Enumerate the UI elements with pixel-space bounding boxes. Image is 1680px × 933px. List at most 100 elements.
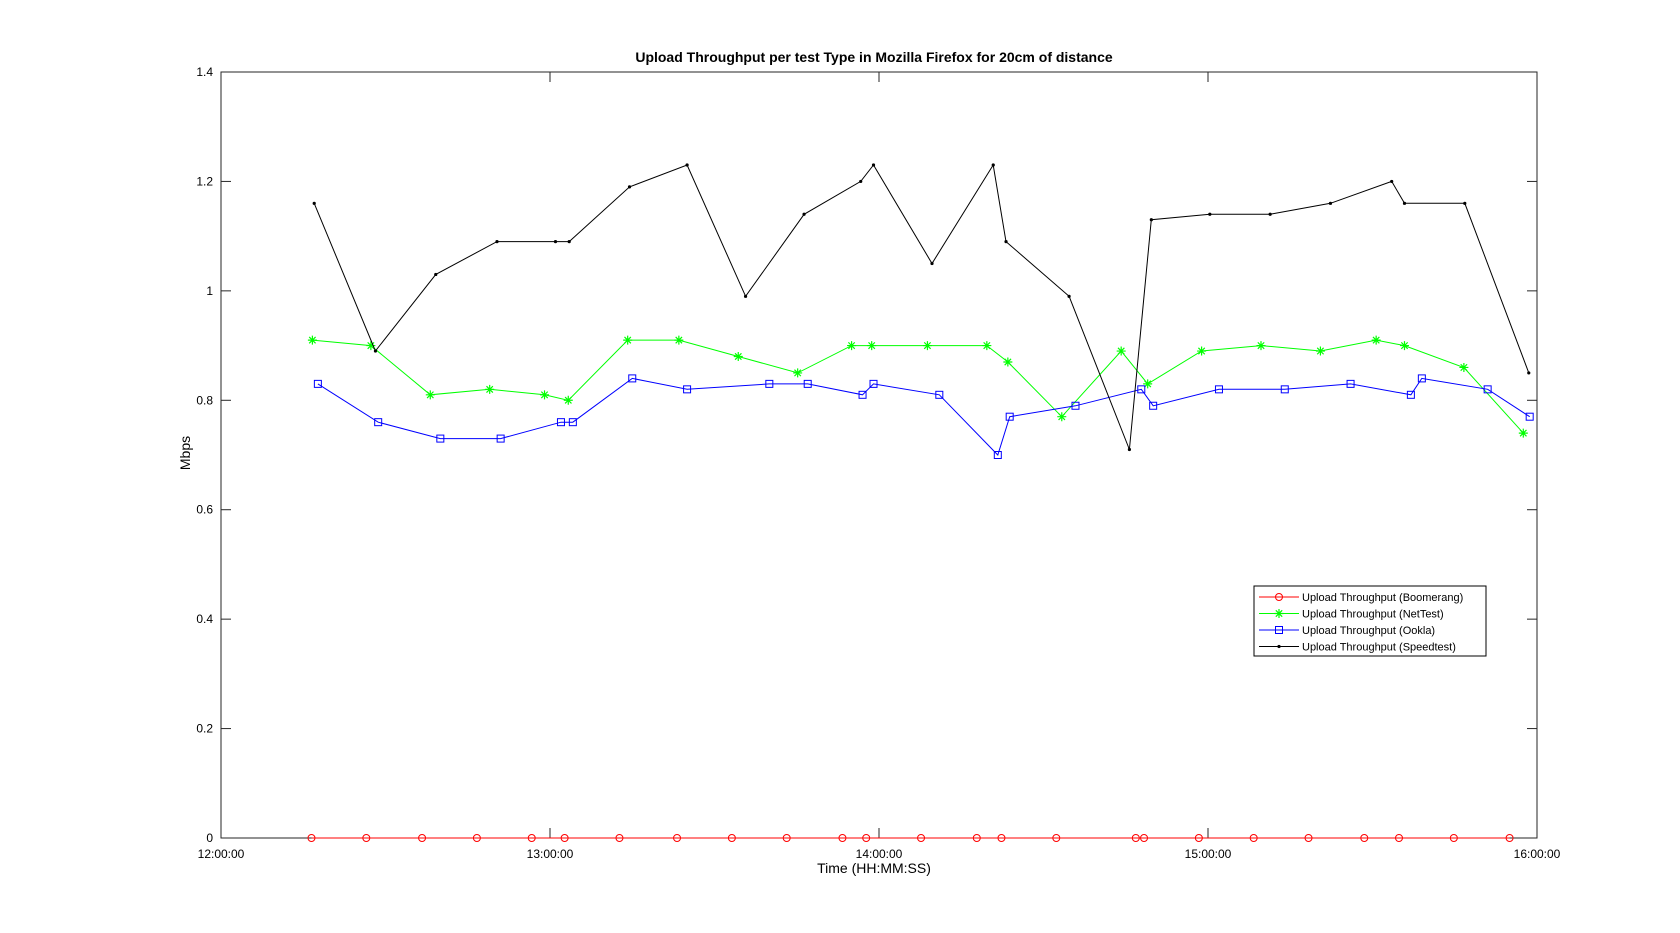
data-point	[1315, 346, 1325, 356]
data-point	[563, 395, 573, 405]
data-point	[793, 368, 803, 378]
x-ticks: 12:00:00 13:00:00 14:00:00 15:00:00 16:00:00	[198, 72, 1561, 861]
data-point	[1371, 335, 1381, 345]
data-point	[313, 379, 322, 388]
data-point	[1256, 341, 1266, 351]
data-point	[869, 379, 878, 388]
data-point	[1483, 385, 1492, 394]
legend-label: Upload Throughput (Ookla)	[1302, 625, 1435, 637]
data-point	[373, 349, 378, 353]
data-point	[743, 294, 748, 298]
data-point	[935, 390, 944, 399]
data-point	[472, 834, 481, 842]
data-point	[495, 240, 499, 244]
data-point	[685, 163, 689, 167]
data-point	[307, 834, 316, 842]
data-point	[917, 834, 926, 842]
data-point	[1449, 834, 1458, 842]
data-point	[847, 341, 857, 351]
x-tick-label: 12:00:00	[198, 847, 245, 861]
data-point	[993, 451, 1002, 459]
series-circle	[307, 834, 1514, 842]
data-point	[674, 335, 684, 345]
data-point	[765, 379, 774, 388]
legend-label: Upload Throughput (Speedtest)	[1302, 642, 1456, 654]
series-group	[307, 163, 1534, 842]
data-point	[1003, 357, 1013, 367]
data-point	[991, 163, 995, 167]
data-point	[527, 834, 536, 842]
data-point	[1360, 834, 1369, 842]
data-point	[1116, 346, 1126, 356]
data-point	[307, 335, 317, 345]
series-star	[307, 335, 1528, 438]
data-point	[1527, 371, 1531, 375]
data-point	[1328, 201, 1333, 205]
data-point	[362, 834, 371, 842]
legend: Upload Throughput (Boomerang) Upload Thro…	[1253, 585, 1487, 657]
data-point	[1067, 294, 1071, 298]
data-point	[1052, 834, 1061, 842]
data-point	[727, 834, 736, 842]
legend-marker	[1274, 609, 1284, 618]
data-point	[871, 163, 876, 167]
data-point	[733, 352, 743, 362]
data-point	[485, 384, 495, 394]
data-point	[1268, 212, 1272, 216]
x-tick-label: 13:00:00	[527, 847, 574, 861]
data-point	[930, 261, 934, 266]
data-point	[867, 341, 877, 351]
data-point	[858, 390, 867, 399]
data-point	[615, 834, 624, 842]
data-point	[859, 179, 863, 184]
y-axis-label: Mbps	[177, 436, 193, 470]
legend-label: Upload Throughput (NetTest)	[1302, 609, 1444, 621]
y-tick-label: 1	[206, 284, 213, 298]
data-point	[1208, 212, 1212, 216]
series-dot	[312, 163, 1531, 452]
data-point	[972, 834, 981, 842]
data-point	[862, 834, 871, 842]
data-point	[425, 390, 435, 400]
data-point	[1346, 379, 1355, 388]
data-point	[560, 834, 569, 842]
y-tick-label: 0.2	[196, 722, 213, 736]
data-point	[683, 385, 692, 394]
data-point	[1127, 447, 1132, 452]
data-point	[1149, 401, 1158, 410]
chart-title: Upload Throughput per test Type in Mozil…	[635, 49, 1113, 65]
series-square	[313, 374, 1534, 459]
data-point	[1417, 374, 1426, 383]
data-point	[1399, 341, 1409, 351]
data-point	[436, 434, 445, 443]
data-point	[1525, 412, 1534, 421]
data-point	[1194, 834, 1203, 842]
data-point	[1463, 201, 1467, 205]
data-point	[838, 834, 847, 842]
data-point	[418, 834, 427, 842]
y-tick-label: 1.2	[196, 174, 213, 188]
legend-marker	[1275, 593, 1283, 601]
data-point	[1304, 834, 1313, 842]
data-point	[782, 834, 791, 842]
data-point	[673, 834, 682, 842]
legend-box	[1253, 585, 1487, 657]
data-point	[922, 341, 932, 351]
data-point	[1518, 428, 1528, 438]
legend-label: Upload Throughput (Boomerang)	[1302, 592, 1463, 604]
data-point	[496, 434, 505, 443]
series-line	[317, 377, 1530, 456]
data-point	[366, 341, 376, 351]
data-point	[1406, 390, 1415, 399]
x-tick-label: 15:00:00	[1185, 847, 1232, 861]
data-point	[803, 379, 812, 388]
y-tick-label: 1.4	[196, 65, 213, 79]
data-point	[540, 390, 550, 400]
data-point	[623, 335, 633, 345]
data-point	[374, 418, 383, 427]
data-point	[1071, 401, 1080, 410]
x-tick-label: 16:00:00	[1514, 847, 1561, 861]
data-point	[627, 185, 632, 189]
data-point	[1395, 834, 1404, 842]
